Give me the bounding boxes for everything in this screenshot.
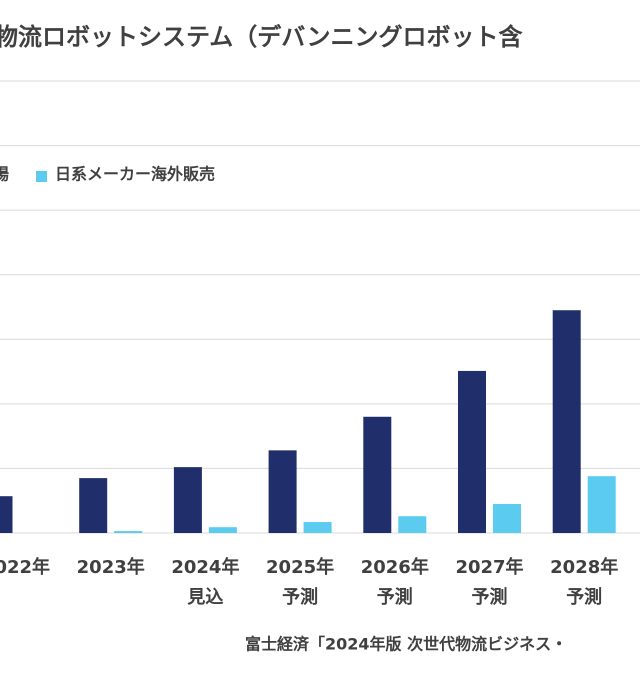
- x-tick-note: 予測: [377, 586, 413, 608]
- bar: [0, 496, 13, 533]
- x-tick-label: 2026年: [361, 556, 429, 578]
- bar: [493, 503, 521, 533]
- bar: [398, 516, 427, 533]
- bar: [587, 476, 616, 533]
- x-tick-note: 予測: [282, 586, 318, 608]
- x-tick-label: 2027年: [455, 556, 523, 578]
- legend-label: 日系メーカー海外販売: [55, 165, 215, 184]
- x-tick-note: 予測: [472, 586, 508, 608]
- bar: [363, 416, 392, 533]
- x-tick-note: 予測: [566, 586, 602, 608]
- x-tick-label: 2023年: [77, 556, 145, 578]
- bar: [268, 450, 297, 533]
- bar: [79, 478, 108, 533]
- x-tick-label: 2025年: [266, 556, 334, 578]
- bar: [173, 467, 202, 533]
- bar: [458, 370, 486, 533]
- x-tick-label: 2028年: [550, 556, 618, 578]
- bar: [114, 531, 143, 533]
- bar: [208, 527, 237, 533]
- bar: [552, 310, 581, 533]
- chart-title: 物流ロボットシステム（デバンニングロボット含: [0, 23, 523, 51]
- legend-swatch: [36, 171, 47, 182]
- x-tick-label: 2022年: [0, 556, 50, 578]
- x-tick-label: 2024年: [171, 556, 239, 578]
- legend-label: 場: [0, 165, 9, 184]
- x-tick-note: 見込: [186, 587, 223, 608]
- bar: [303, 522, 332, 533]
- source-note: 富士経済「2024年版 次世代物流ビジネス・: [245, 635, 567, 654]
